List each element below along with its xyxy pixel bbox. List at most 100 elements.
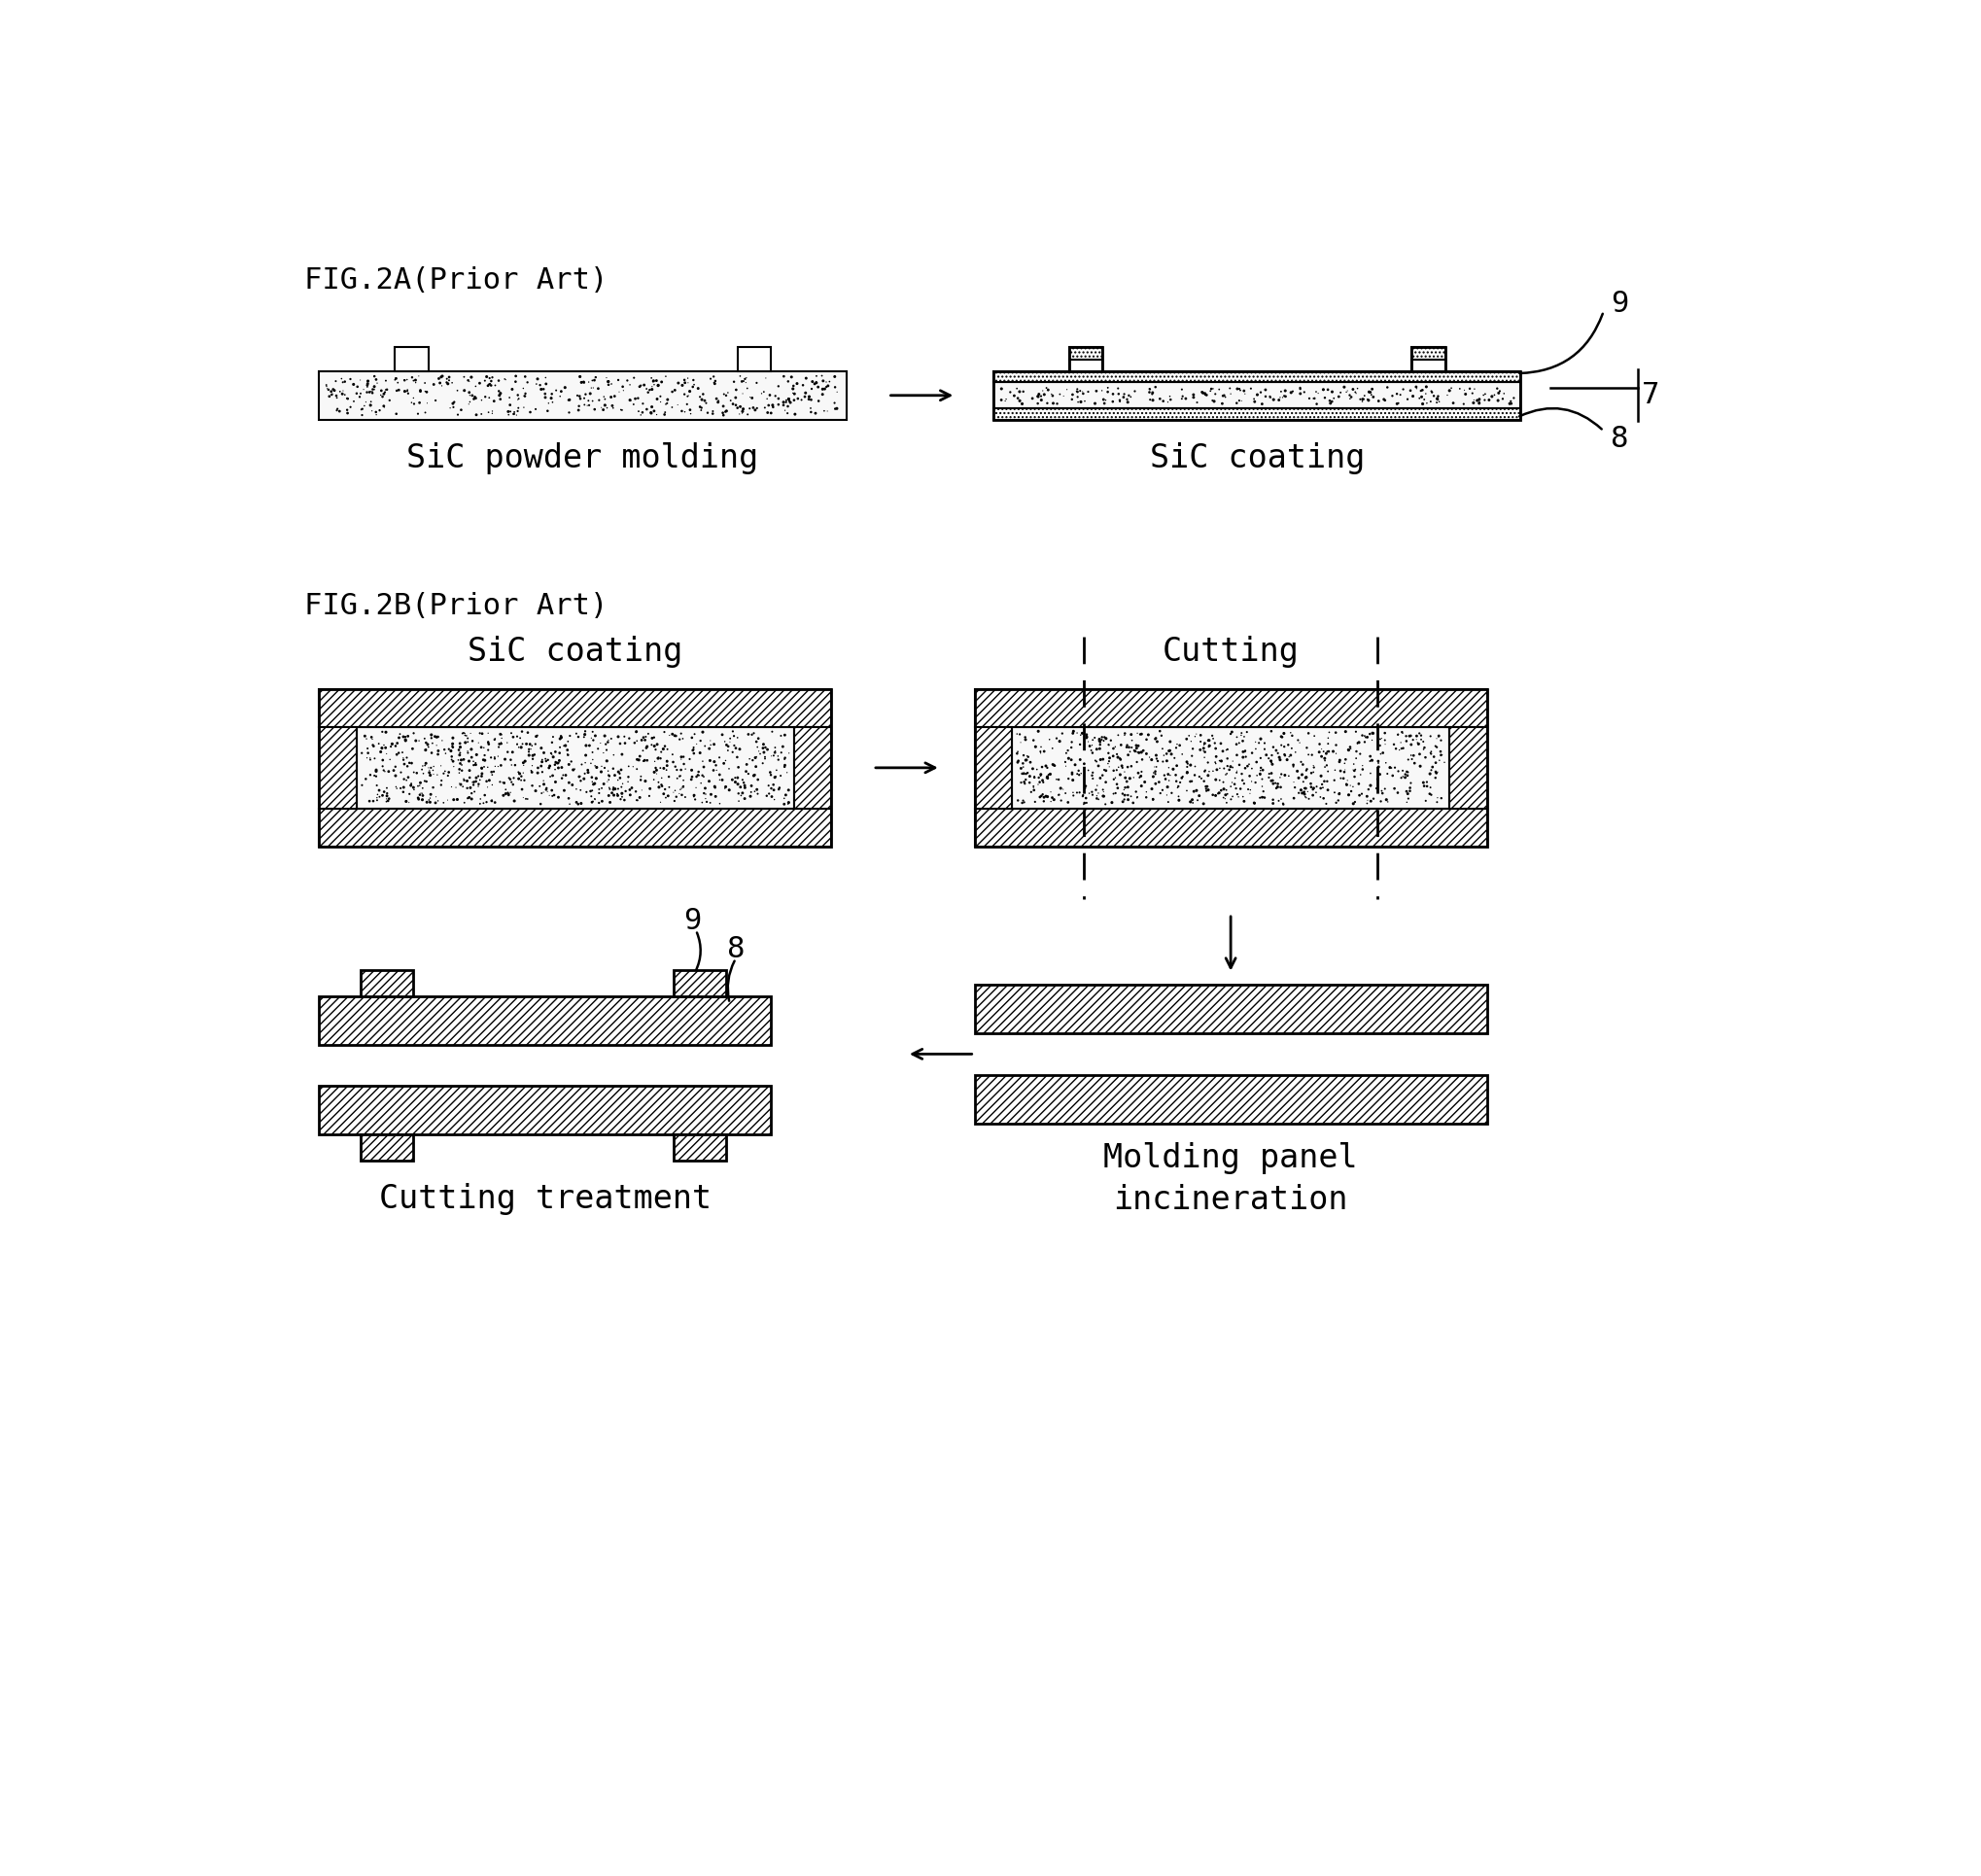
Point xyxy=(786,370,818,400)
Point xyxy=(1220,730,1252,760)
Point xyxy=(596,390,628,420)
Point xyxy=(1498,383,1529,413)
Point xyxy=(410,377,442,407)
Point xyxy=(1420,764,1452,794)
Point xyxy=(477,362,509,392)
Point xyxy=(365,782,396,812)
Point xyxy=(1214,754,1246,784)
Point xyxy=(1268,381,1300,411)
Bar xyxy=(319,809,832,846)
Point xyxy=(1133,377,1165,407)
Point xyxy=(576,745,608,775)
Point xyxy=(681,760,713,790)
Point xyxy=(573,390,604,420)
Point xyxy=(388,722,420,752)
Point xyxy=(628,735,660,765)
Point xyxy=(612,750,644,780)
Point xyxy=(384,758,416,788)
Point xyxy=(1228,786,1260,816)
Point xyxy=(630,394,662,424)
Point xyxy=(590,730,622,760)
Point xyxy=(1298,773,1329,803)
Point xyxy=(1294,739,1325,769)
Point xyxy=(1403,730,1434,760)
Point xyxy=(428,788,460,818)
Point xyxy=(1072,756,1103,786)
Point xyxy=(810,368,842,398)
Point xyxy=(652,747,683,777)
Point xyxy=(1373,786,1405,816)
Point xyxy=(434,758,466,788)
Point xyxy=(1270,381,1302,411)
Bar xyxy=(975,688,1488,726)
Point xyxy=(1361,764,1393,794)
Point xyxy=(731,749,763,779)
Point xyxy=(1331,769,1363,799)
Point xyxy=(602,780,634,810)
Point xyxy=(466,732,497,762)
Point xyxy=(1018,726,1050,756)
Point xyxy=(1319,719,1351,749)
Point xyxy=(458,747,489,777)
Point xyxy=(759,381,790,411)
Point xyxy=(1125,719,1157,749)
Point xyxy=(1032,764,1064,794)
Point xyxy=(420,722,452,752)
Point xyxy=(569,368,600,398)
Point xyxy=(418,760,450,790)
Point xyxy=(563,390,594,420)
Point xyxy=(773,790,804,820)
Point xyxy=(1111,732,1143,762)
Point xyxy=(1294,383,1325,413)
Point xyxy=(1155,726,1187,756)
Point xyxy=(569,717,600,747)
Point xyxy=(1171,758,1202,788)
Point xyxy=(468,734,499,764)
Point xyxy=(438,752,469,782)
Point xyxy=(1351,722,1383,752)
Point xyxy=(555,720,586,750)
Point xyxy=(418,370,450,400)
Point xyxy=(372,786,404,816)
Point xyxy=(652,385,683,415)
Point xyxy=(1258,385,1290,415)
Point xyxy=(691,398,723,428)
Point xyxy=(1410,743,1442,773)
Point xyxy=(1234,762,1266,792)
Point xyxy=(1048,775,1080,805)
Point xyxy=(418,752,450,782)
Point xyxy=(1262,771,1294,801)
Point xyxy=(1339,786,1371,816)
Point xyxy=(1335,777,1367,807)
Point xyxy=(652,780,683,810)
Point xyxy=(333,385,365,415)
Point xyxy=(1008,788,1040,818)
Point xyxy=(1072,726,1103,756)
Point xyxy=(1070,722,1101,752)
Point xyxy=(1210,735,1242,765)
Point xyxy=(1407,383,1438,413)
Point xyxy=(628,370,660,400)
Point xyxy=(1248,782,1280,812)
Point xyxy=(713,754,745,784)
Point xyxy=(1298,750,1329,780)
Point xyxy=(788,381,820,411)
Point xyxy=(392,375,424,405)
Point xyxy=(1193,726,1224,756)
Point xyxy=(574,780,606,810)
Point xyxy=(638,758,670,788)
Point xyxy=(1424,737,1456,767)
Point xyxy=(469,383,501,413)
Point xyxy=(790,364,822,394)
Point xyxy=(1157,754,1189,784)
Point xyxy=(1052,375,1084,405)
Point xyxy=(1018,762,1050,792)
Point xyxy=(479,788,511,818)
Point xyxy=(434,392,466,422)
Point xyxy=(349,390,380,420)
Point xyxy=(1238,385,1270,415)
Point xyxy=(755,741,786,771)
Point xyxy=(660,752,691,782)
Point xyxy=(1329,749,1361,779)
Point xyxy=(1228,737,1260,767)
